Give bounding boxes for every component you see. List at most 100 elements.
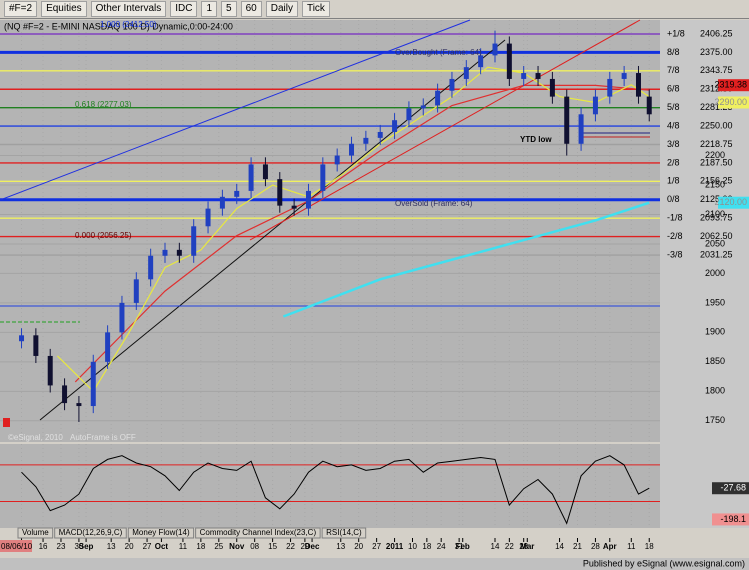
y-tick-label: 2050 <box>705 238 725 248</box>
candle-body <box>535 73 541 79</box>
candle-body <box>406 108 412 121</box>
trend-lines <box>0 19 660 421</box>
candle-body <box>377 131 383 138</box>
level-value: 2093.75 <box>700 213 733 223</box>
level-value: 2343.75 <box>700 65 733 75</box>
price-badge <box>718 79 749 92</box>
cci-panel <box>0 444 660 528</box>
candle-body <box>521 73 527 79</box>
level-name: 7/8 <box>667 65 680 75</box>
x-tick-label: 14 <box>555 542 564 551</box>
level-value: 2156.25 <box>700 176 733 186</box>
x-tick-label: 15 <box>268 542 277 551</box>
candle-body <box>219 196 225 209</box>
x-tick-label: 18 <box>196 542 205 551</box>
toolbar-button[interactable]: 5 <box>221 1 237 17</box>
toolbar: #F=2 Equities Other Intervals IDC 1 5 60 Daily T… <box>0 0 749 19</box>
candle-body <box>646 96 652 115</box>
x-tick-label: 23 <box>57 542 66 551</box>
annotation: OverSold (Frame: 64) <box>395 199 473 208</box>
footer-bar <box>0 558 749 570</box>
candle-body <box>234 190 240 197</box>
annotation: 0.000 (2056.25) <box>75 231 132 240</box>
price-badge-label: 2319.38 <box>714 80 747 90</box>
tab-frame <box>17 527 54 539</box>
indicator-tab[interactable]: RSI(14,C) <box>326 528 362 537</box>
toolbar-button[interactable]: #F=2 <box>4 1 38 17</box>
cci-current-label: -27.68 <box>720 483 746 493</box>
toolbar-button[interactable]: Equities <box>41 1 87 17</box>
channel-line <box>249 19 641 241</box>
candle-body <box>148 255 154 280</box>
price-badge <box>718 196 749 209</box>
x-tick-label: 18 <box>422 542 431 551</box>
candle-body <box>363 137 369 144</box>
candle-body <box>349 143 355 156</box>
x-tick-label: 14 <box>491 542 500 551</box>
indicator-tab[interactable]: MACD(12,26,9,C) <box>59 528 123 537</box>
candle-body <box>248 164 254 191</box>
marker-icon <box>3 418 10 427</box>
candle-body <box>33 335 39 356</box>
candle-body <box>47 355 53 386</box>
level-value: 2187.50 <box>700 157 733 167</box>
x-tick-label: 25 <box>214 542 223 551</box>
candle-body <box>262 164 268 180</box>
candle-body <box>592 96 598 115</box>
level-name: -2/8 <box>667 231 683 241</box>
toolbar-button[interactable]: Tick <box>301 1 330 17</box>
y-tick-label: 1800 <box>705 386 725 396</box>
cci-tick-label: -198.1 <box>720 514 746 524</box>
x-tick-label: 28 <box>519 542 528 551</box>
indicator-tab[interactable]: Money Flow(14) <box>132 528 190 537</box>
level-value: 2031.25 <box>700 249 733 259</box>
level-value: 2250.00 <box>700 120 733 130</box>
toolbar-button[interactable]: Daily <box>265 1 298 17</box>
chart-title: (NQ #F=2 - E-MINI NASDAQ 100 D) Dynamic,… <box>4 21 233 31</box>
candle-body <box>133 279 139 303</box>
candle-body <box>19 335 25 342</box>
x-tick-label: 22 <box>505 542 514 551</box>
level-value: 2218.75 <box>700 139 733 149</box>
x-tick-label: Feb <box>456 542 470 551</box>
candle-body <box>621 73 627 79</box>
indicator-tab[interactable]: Volume <box>22 528 49 537</box>
candle-body <box>62 385 68 404</box>
candle-body <box>176 249 182 256</box>
y-tick-label: 2150 <box>705 179 725 189</box>
x-tick-label: 18 <box>645 542 654 551</box>
price-badge <box>718 96 749 109</box>
x-tick-label: 21 <box>573 542 582 551</box>
x-tick-label: 20 <box>125 542 134 551</box>
y-tick-label: 1950 <box>705 297 725 307</box>
level-name: 3/8 <box>667 139 680 149</box>
moving-average <box>74 84 650 383</box>
level-name: 8/8 <box>667 47 680 57</box>
toolbar-button[interactable]: 1 <box>201 1 218 17</box>
toolbar-button[interactable]: 60 <box>240 1 262 17</box>
candle-body <box>320 164 326 191</box>
indicator-tab[interactable]: Commodity Channel Index(23,C) <box>200 528 317 537</box>
candle-body <box>420 105 426 109</box>
candle-body <box>162 249 168 256</box>
y-tick-label: 2000 <box>705 268 725 278</box>
toolbar-button[interactable]: Other Intervals <box>90 1 167 17</box>
y-tick-label: 1850 <box>705 356 725 366</box>
level-value: 2406.25 <box>700 28 733 38</box>
footer: Published by eSignal (www.esignal.com) <box>583 558 745 568</box>
candle-body <box>392 120 398 132</box>
x-tick-label: 27 <box>143 542 152 551</box>
x-tick-label: 11 <box>179 542 188 551</box>
candle-body <box>564 96 570 144</box>
x-tick-label: 16 <box>39 542 48 551</box>
level-name: -1/8 <box>667 213 683 223</box>
toolbar-button[interactable]: IDC <box>170 1 198 17</box>
x-tick-label: Oct <box>155 542 169 551</box>
date-badge <box>0 540 32 552</box>
x-tick-label: 27 <box>372 542 381 551</box>
y-tick-label: 1900 <box>705 327 725 337</box>
candle-body <box>305 190 311 209</box>
y-tick-label: 1750 <box>705 415 725 425</box>
x-tick-label: 11 <box>627 542 636 551</box>
x-axis <box>0 538 749 558</box>
